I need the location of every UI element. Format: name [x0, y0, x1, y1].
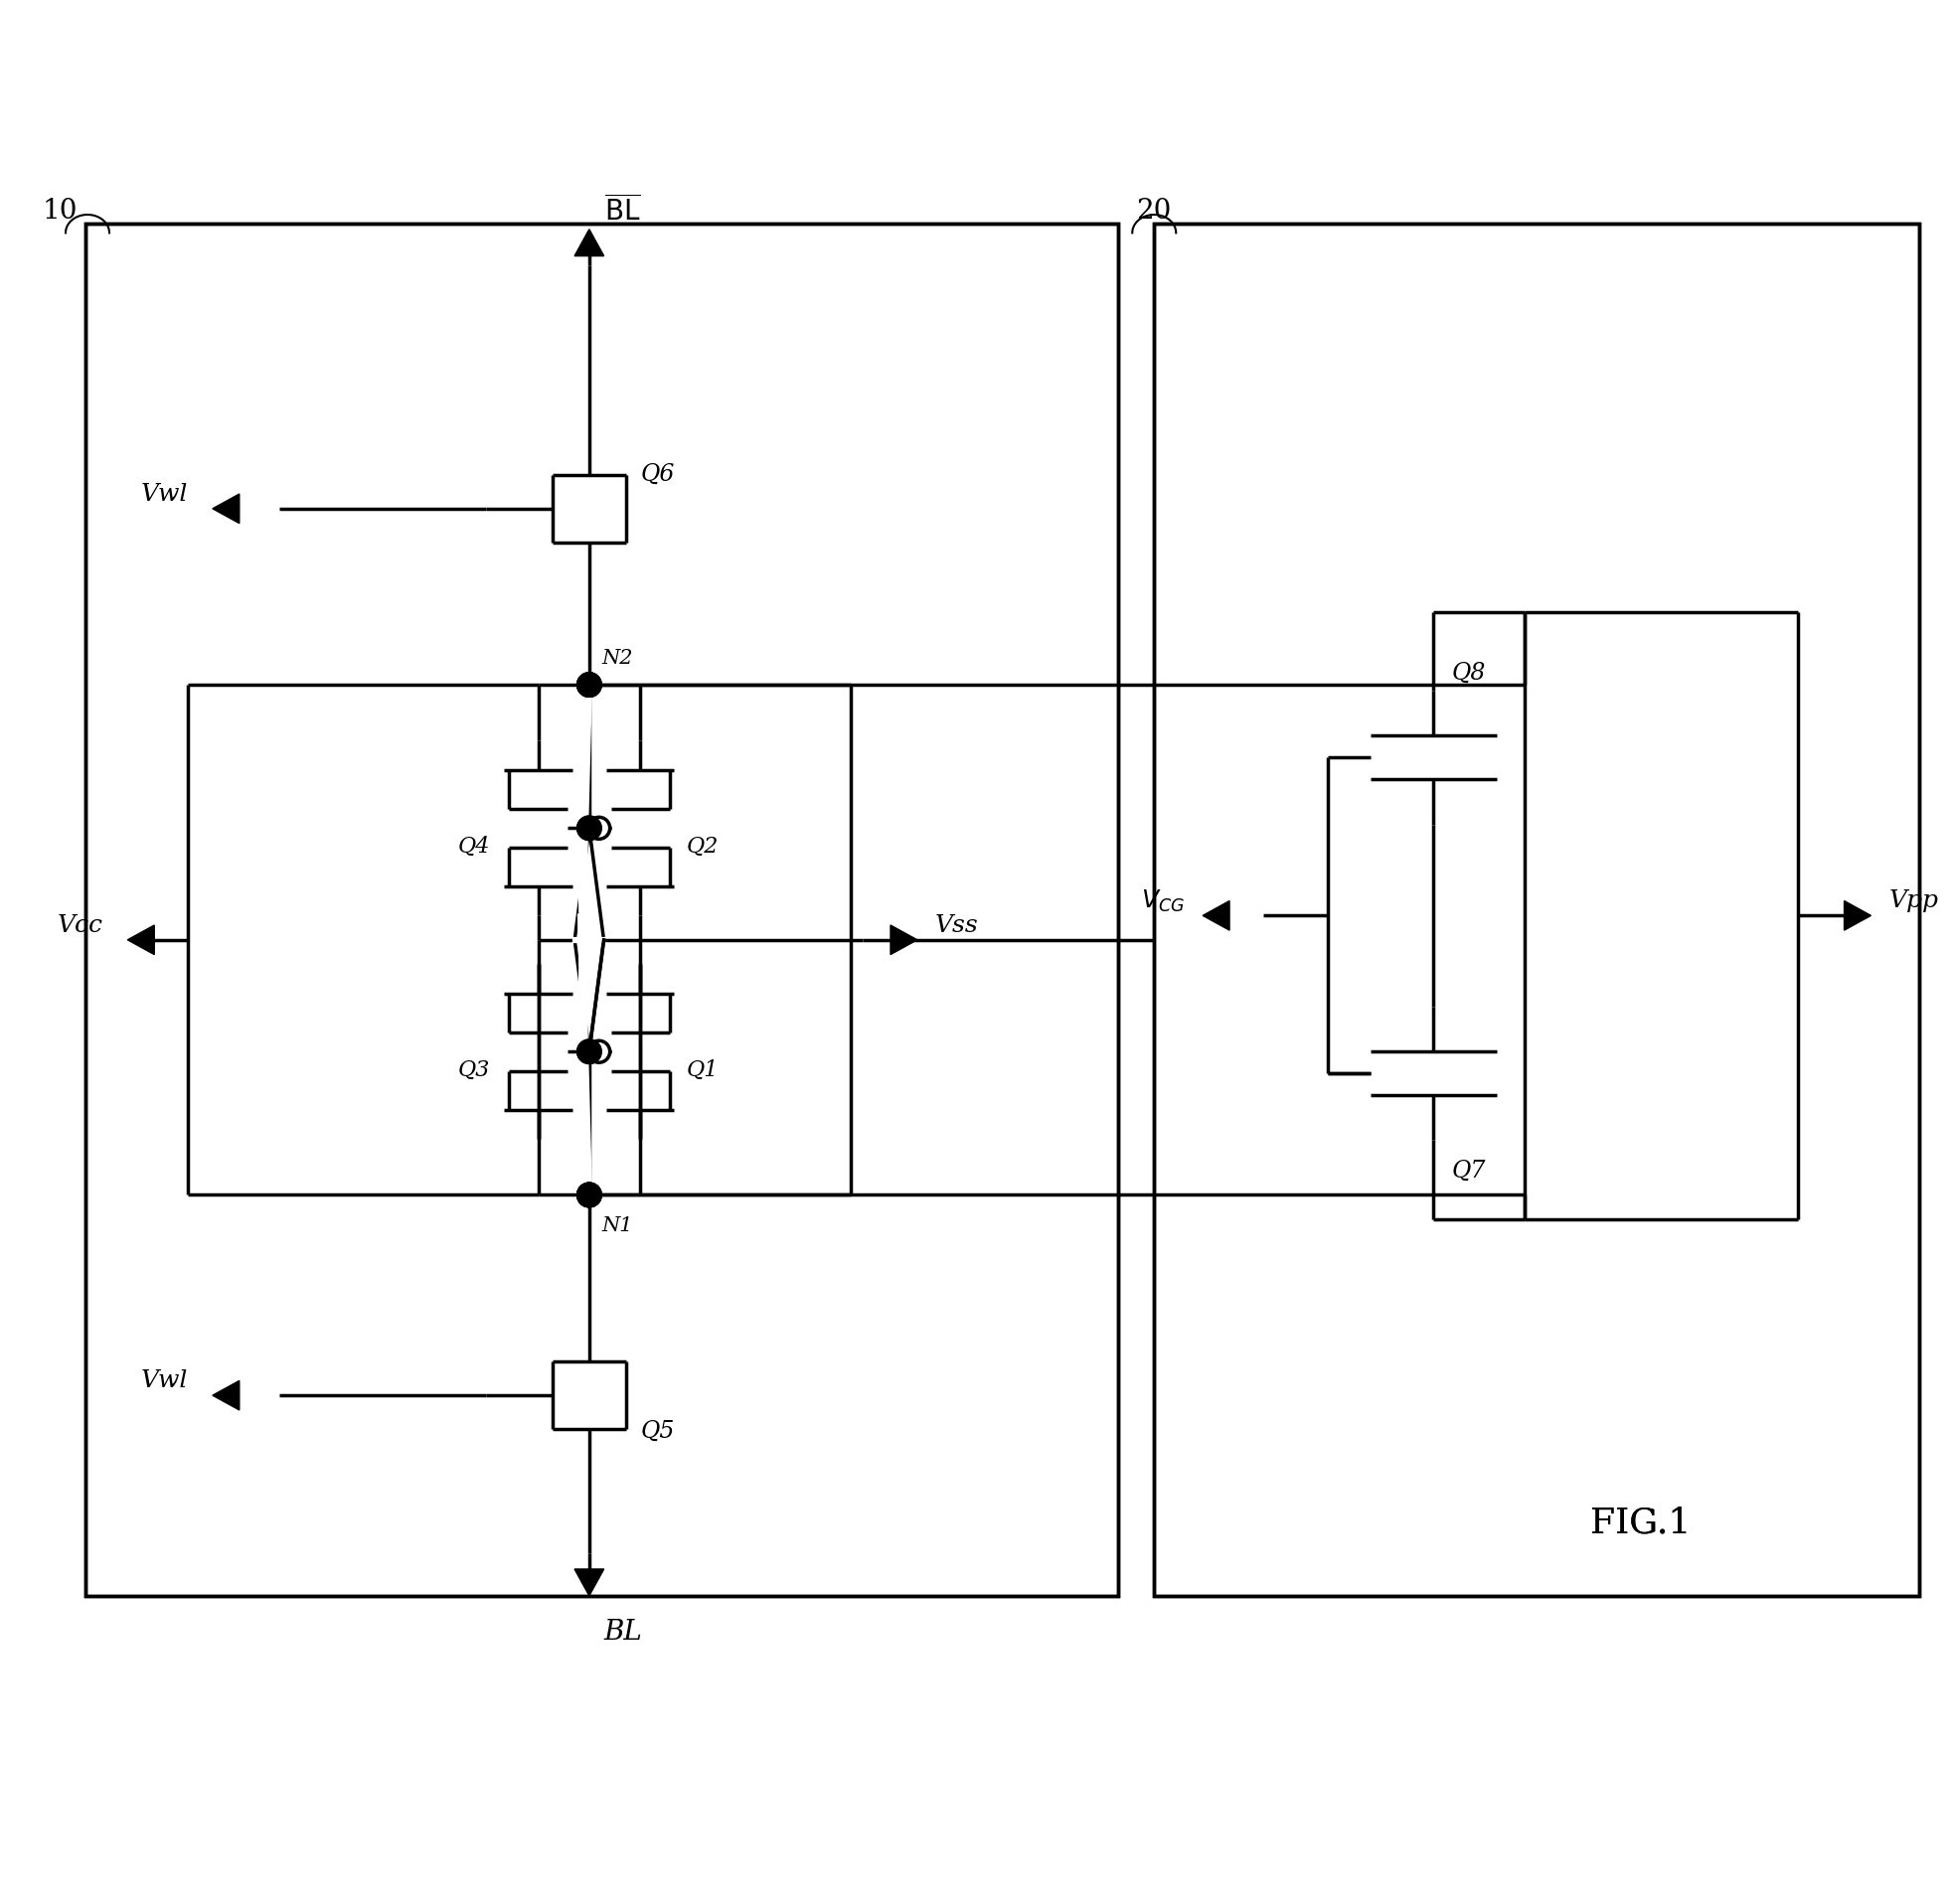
Text: Vss: Vss [935, 914, 979, 937]
Polygon shape [574, 1569, 605, 1596]
Circle shape [577, 1182, 601, 1207]
Circle shape [577, 1040, 601, 1064]
Polygon shape [1844, 901, 1871, 931]
Text: FIG.1: FIG.1 [1590, 1506, 1690, 1540]
Bar [1155, 223, 1920, 1596]
Text: Vpp: Vpp [1889, 889, 1939, 912]
Text: Vwl: Vwl [140, 482, 189, 505]
Text: $\overline{\mathrm{BL}}$: $\overline{\mathrm{BL}}$ [603, 196, 640, 227]
Circle shape [577, 1182, 601, 1207]
Circle shape [577, 672, 601, 697]
Circle shape [587, 817, 611, 840]
Text: Q4: Q4 [457, 836, 490, 857]
Text: Q3: Q3 [457, 1059, 490, 1081]
Circle shape [577, 1182, 601, 1207]
Polygon shape [213, 493, 240, 524]
Polygon shape [1202, 901, 1229, 931]
Text: Q2: Q2 [687, 836, 718, 857]
Text: 10: 10 [43, 198, 78, 225]
Polygon shape [574, 228, 605, 255]
Text: N2: N2 [601, 649, 632, 668]
Text: Q8: Q8 [1452, 661, 1487, 684]
Bar [86, 223, 1118, 1596]
Circle shape [577, 672, 601, 697]
Text: FIG.1: FIG.1 [1590, 1506, 1690, 1540]
Circle shape [587, 1041, 611, 1062]
Text: Vwl: Vwl [140, 1369, 189, 1392]
Bar [86, 223, 1118, 1596]
Text: BL: BL [603, 1618, 642, 1645]
Polygon shape [127, 925, 154, 954]
Circle shape [577, 817, 601, 840]
Text: Q5: Q5 [640, 1420, 675, 1443]
Circle shape [577, 672, 601, 697]
Polygon shape [890, 925, 917, 954]
Circle shape [577, 1182, 601, 1207]
Circle shape [577, 1040, 601, 1064]
Text: 20: 20 [1135, 198, 1171, 225]
Text: Q7: Q7 [1452, 1160, 1487, 1182]
Circle shape [577, 817, 601, 840]
Text: N1: N1 [601, 1217, 632, 1236]
Text: Vcc: Vcc [57, 914, 103, 937]
Bar [1155, 223, 1920, 1596]
Polygon shape [213, 1380, 240, 1411]
Text: Q1: Q1 [687, 1059, 718, 1081]
Text: Q6: Q6 [640, 463, 675, 486]
Circle shape [577, 672, 601, 697]
Text: $V_{CG}$: $V_{CG}$ [1141, 887, 1184, 914]
Circle shape [577, 1182, 601, 1207]
